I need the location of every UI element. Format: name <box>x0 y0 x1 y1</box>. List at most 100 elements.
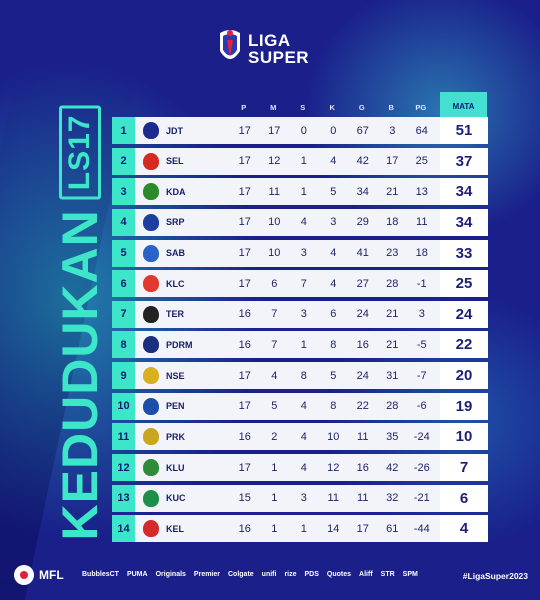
club-code: PEN <box>166 401 185 412</box>
row-position: 5 <box>112 239 135 267</box>
row-body: KLC 17 6 7 4 27 28 -1 <box>135 270 440 298</box>
stat-g: 67 <box>356 124 369 137</box>
sponsor-logo: Originals <box>155 571 186 578</box>
stat-s: 1 <box>300 338 307 351</box>
row-body: KEL 16 1 1 14 17 61 -44 <box>135 515 440 543</box>
stat-s: 3 <box>300 492 307 505</box>
stat-b: 28 <box>386 277 399 290</box>
stat-g: 29 <box>356 216 369 229</box>
header-goal-diff: PG <box>415 102 427 112</box>
mfl-ball-icon <box>14 565 34 585</box>
stat-k: 6 <box>330 308 337 321</box>
row-points: 34 <box>440 178 488 206</box>
stat-m: 4 <box>271 369 278 382</box>
season-badge: LS17 <box>59 105 101 200</box>
stat-s: 4 <box>300 430 307 443</box>
stat-pg: -21 <box>413 492 430 505</box>
stat-k: 4 <box>330 155 337 168</box>
stat-m: 1 <box>271 461 278 474</box>
mfl-logo: MFL <box>14 565 64 585</box>
club-crest-icon <box>143 183 159 201</box>
row-body: PDRM 16 7 1 8 16 21 -5 <box>135 331 440 359</box>
stat-b: 3 <box>389 124 396 137</box>
stat-p: 16 <box>238 308 251 321</box>
club-crest-icon <box>143 428 159 446</box>
row-points: 19 <box>440 392 488 420</box>
row-points: 4 <box>440 515 488 543</box>
stat-b: 42 <box>386 461 399 474</box>
club-crest-icon <box>143 122 159 139</box>
stat-k: 5 <box>330 185 337 198</box>
header-played: P <box>241 102 247 112</box>
stat-m: 10 <box>268 216 281 229</box>
stat-pg: 25 <box>415 155 428 168</box>
row-body: PEN 17 5 4 8 22 28 -6 <box>135 392 440 420</box>
stat-k: 11 <box>327 492 339 505</box>
stat-b: 28 <box>386 400 399 413</box>
row-position: 9 <box>112 362 135 390</box>
sponsor-logo: SPM <box>402 571 418 578</box>
logo-line-1: LIGA <box>248 31 291 50</box>
row-position: 11 <box>112 423 135 451</box>
stat-k: 10 <box>327 430 340 443</box>
stat-b: 18 <box>386 216 399 229</box>
row-body: SEL 17 12 1 4 42 17 25 <box>135 147 440 175</box>
table-row: 5 SAB 17 10 3 4 41 23 18 33 <box>112 239 488 267</box>
table-row: 1 JDT 17 17 0 0 67 3 64 51 <box>112 117 488 144</box>
club-crest-icon <box>143 336 159 354</box>
stat-p: 16 <box>238 338 251 351</box>
row-points: 33 <box>440 239 488 267</box>
stat-m: 1 <box>271 522 278 535</box>
club-code: SRP <box>166 217 185 228</box>
stat-k: 8 <box>330 400 337 413</box>
stat-b: 17 <box>386 155 399 168</box>
header-drawn: S <box>300 102 306 112</box>
club-code: KUC <box>166 493 186 504</box>
header-lost: K <box>329 102 335 112</box>
row-position: 7 <box>112 300 135 328</box>
row-position: 6 <box>112 270 135 298</box>
row-position: 13 <box>112 484 135 512</box>
stat-s: 4 <box>300 461 307 474</box>
club-code: PRK <box>166 431 186 442</box>
header-goals-against: B <box>388 102 394 112</box>
club-crest-icon <box>143 305 159 323</box>
club-code: KLU <box>166 462 185 473</box>
stat-pg: -6 <box>416 400 427 413</box>
hashtag: #LigaSuper2023 <box>462 571 528 581</box>
row-body: JDT 17 17 0 0 67 3 64 <box>135 117 440 144</box>
stat-p: 17 <box>238 124 251 137</box>
table-row: 14 KEL 16 1 1 14 17 61 -44 4 <box>112 515 488 543</box>
stat-m: 12 <box>268 155 281 168</box>
sponsor-logo: STR <box>380 571 395 578</box>
sponsor-logo: Colgate <box>228 571 254 578</box>
row-body: KDA 17 11 1 5 34 21 13 <box>135 178 440 206</box>
club-crest-icon <box>143 459 159 477</box>
standings-title: KEDUDUKAN <box>52 209 108 541</box>
stat-s: 7 <box>300 277 307 290</box>
row-points: 10 <box>440 423 488 451</box>
row-points: 51 <box>440 117 488 144</box>
stat-s: 3 <box>300 308 307 321</box>
club-code: TER <box>166 309 184 320</box>
stat-m: 7 <box>271 338 278 351</box>
club-crest-icon <box>143 489 159 507</box>
table-row: 10 PEN 17 5 4 8 22 28 -6 19 <box>112 392 488 420</box>
stat-s: 1 <box>300 185 307 198</box>
table-row: 7 TER 16 7 3 6 24 21 3 24 <box>112 300 488 328</box>
club-crest-icon <box>143 275 159 293</box>
club-crest-icon <box>143 213 159 231</box>
header-goals-for: G <box>358 102 365 112</box>
stat-p: 17 <box>238 369 251 382</box>
stat-pg: 3 <box>418 308 425 321</box>
stat-m: 1 <box>271 492 278 505</box>
row-points: 37 <box>440 147 488 175</box>
stat-g: 11 <box>357 430 369 443</box>
sponsor-logo: PDS <box>304 571 319 578</box>
stat-s: 3 <box>300 247 307 260</box>
row-body: SRP 17 10 4 3 29 18 11 <box>135 208 440 236</box>
club-code: NSE <box>166 370 185 381</box>
stat-s: 1 <box>300 155 307 168</box>
stat-g: 27 <box>356 277 369 290</box>
header-points: MATA <box>440 92 487 120</box>
